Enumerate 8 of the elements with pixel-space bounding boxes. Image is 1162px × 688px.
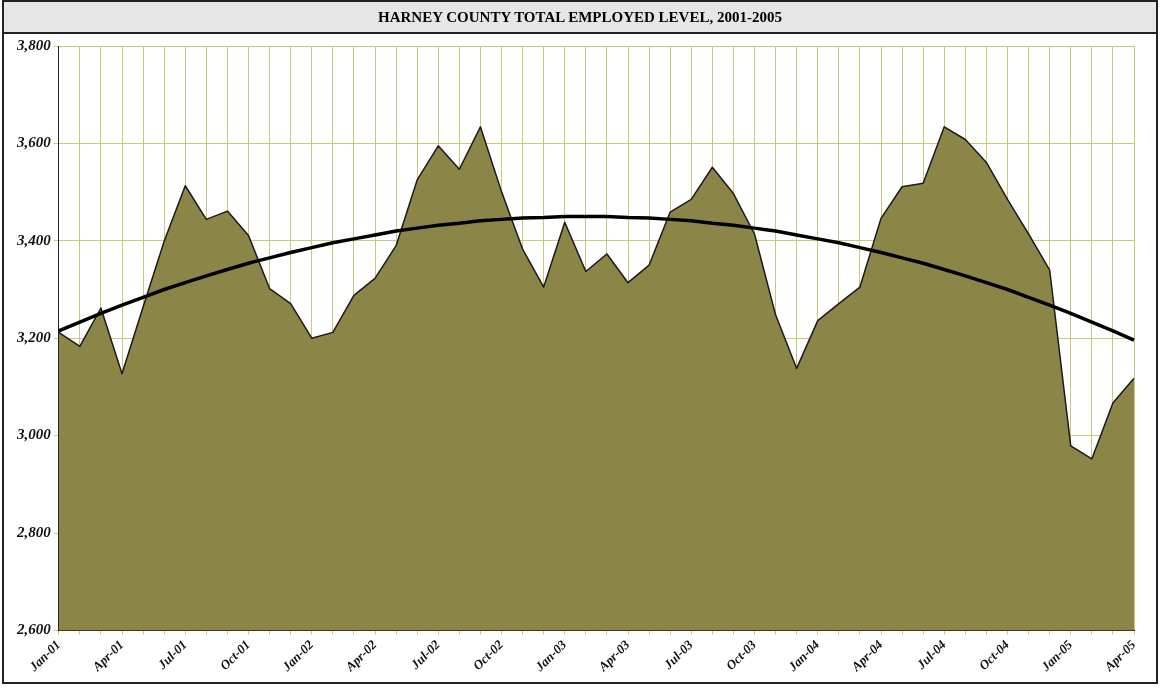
y-tick-label: 3,000 (16, 426, 52, 443)
y-tick-label: 2,800 (16, 523, 52, 540)
y-tick-label: 2,600 (16, 621, 52, 638)
chart-title: HARNEY COUNTY TOTAL EMPLOYED LEVEL, 2001-2005 (4, 2, 1156, 34)
y-tick-label: 3,400 (16, 231, 52, 248)
y-tick-label: 3,200 (16, 329, 52, 346)
y-tick-label: 3,600 (16, 134, 52, 151)
y-tick-label: 3,800 (16, 36, 52, 53)
